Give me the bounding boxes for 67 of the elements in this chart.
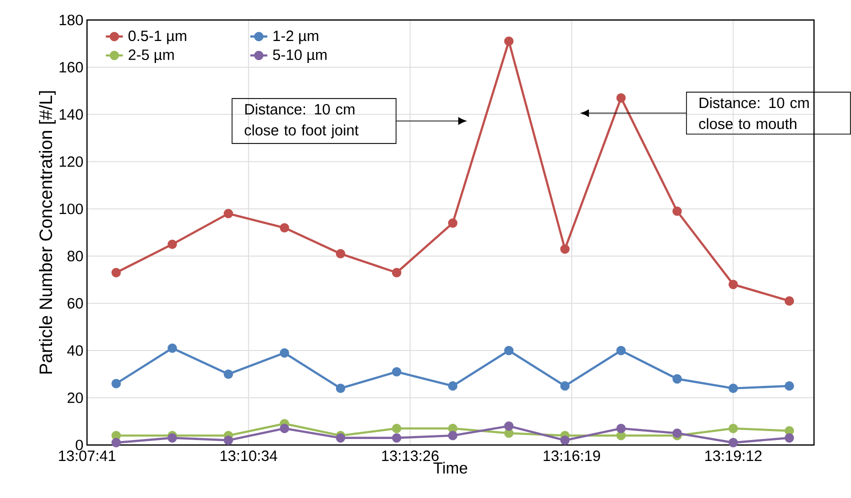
point [504,421,514,431]
point [224,436,234,445]
point [280,348,290,358]
y-tick-label: 120 [60,156,83,167]
point [392,424,402,434]
point [336,433,346,443]
point [784,296,794,306]
point [448,430,458,440]
point [784,433,794,443]
point [168,433,177,443]
y-tick-label: 160 [60,62,83,72]
point [336,384,346,394]
point [392,433,402,443]
point [672,374,682,384]
point [616,424,626,434]
point [784,426,794,436]
y-tick-label: 100 [60,204,83,214]
x-tick-label: 13:16:19 [544,450,600,462]
legend-label: 0.5-1 µm [128,30,186,44]
x-tick-label: 13:19:12 [705,450,762,462]
point [111,268,121,278]
y-tick-label: 180 [60,14,83,26]
point [560,244,570,254]
legend-label: 2-5 µm [128,49,174,63]
point [224,208,234,218]
point [448,218,458,228]
point [392,367,402,376]
point [336,249,346,258]
x-axis-title: Time [433,462,468,474]
annotation: Distance: 10 cm close to mouth [699,97,809,130]
point [280,424,290,434]
point [616,93,626,103]
point [728,424,738,434]
point [448,424,458,434]
legend-label: 5-10 µm [273,49,327,63]
x-tick-label: 13:07:41 [59,450,116,462]
point [111,438,121,448]
x-tick-label: 13:13:26 [382,450,439,462]
y-tick-label: 140 [60,109,83,120]
y-tick-label: 40 [67,345,83,356]
legend-label: 1-2 µm [274,30,318,44]
point [224,369,234,379]
y-axis-title: Particle Number Concentration [#/L] [38,91,56,374]
point [560,436,570,445]
point [504,36,514,46]
point [728,280,738,290]
y-tick-label: 20 [68,392,83,404]
point [504,346,514,356]
point [728,384,738,394]
point [504,428,514,438]
point [672,428,682,438]
point [672,206,682,216]
point [616,346,626,356]
point [784,381,794,391]
point [392,268,402,278]
y-tick-label: 80 [68,250,83,262]
point [448,381,458,391]
point [728,438,738,448]
point [560,381,570,391]
x-tick-label: 13:10:34 [220,450,278,462]
y-tick-label: 0 [76,440,83,450]
point [168,240,177,249]
point [280,223,290,232]
y-tick-label: 60 [68,298,83,309]
annotation: Distance: 10 cm close to foot joint [244,104,359,138]
point [111,378,121,388]
point [168,343,177,353]
